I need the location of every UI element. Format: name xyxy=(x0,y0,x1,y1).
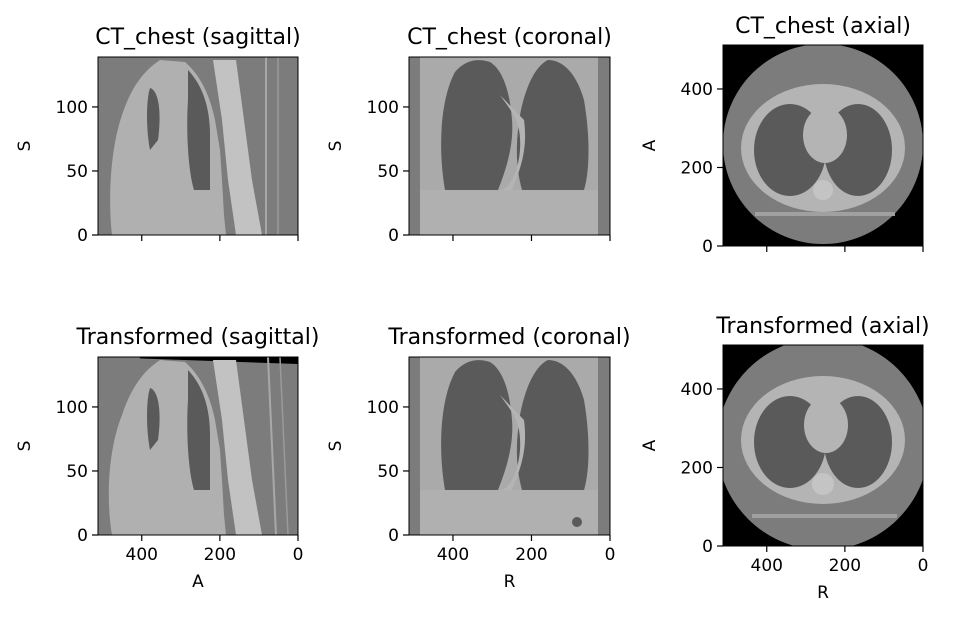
y-axis-label: S xyxy=(15,441,35,452)
x-tick-label: 200 xyxy=(515,545,547,565)
y-tick-label: 400 xyxy=(681,380,713,400)
y-axis-label: S xyxy=(326,141,346,152)
y-tick-label: 0 xyxy=(388,226,399,246)
image-transformed-coronal xyxy=(409,357,610,535)
x-tick-label: 200 xyxy=(204,545,236,565)
y-tick-label: 0 xyxy=(702,237,713,257)
image-ct-coronal xyxy=(409,57,610,235)
axes-layer: CT_chest (sagittal) 0 50 100 S CT_chest (coro… xyxy=(15,14,930,603)
panel-ct-coronal xyxy=(408,56,611,236)
image-ct-axial xyxy=(723,45,923,246)
panel-transformed-coronal xyxy=(408,356,611,536)
y-axis-label: S xyxy=(326,441,346,452)
y-tick-label: 50 xyxy=(66,462,88,482)
x-tick-label: 0 xyxy=(918,556,929,576)
y-tick-label: 200 xyxy=(681,458,713,478)
y-tick-label: 50 xyxy=(377,462,399,482)
panel-transformed-axial xyxy=(722,344,924,547)
panel-ct-axial xyxy=(722,44,924,247)
panel-title: CT_chest (coronal) xyxy=(407,25,612,50)
panel-title: Transformed (sagittal) xyxy=(76,325,320,350)
y-tick-label: 0 xyxy=(77,226,88,246)
y-tick-label: 0 xyxy=(77,526,88,546)
image-ct-sagittal xyxy=(98,57,298,235)
panel-ct-sagittal xyxy=(97,56,299,236)
y-tick-label: 100 xyxy=(367,98,399,118)
panel-transformed-sagittal xyxy=(97,356,299,536)
panel-title: CT_chest (axial) xyxy=(735,14,911,39)
y-tick-label: 50 xyxy=(66,162,88,182)
x-axis-label: R xyxy=(504,572,516,592)
x-tick-label: 0 xyxy=(605,545,616,565)
y-axis-label: A xyxy=(640,139,660,151)
y-tick-label: 50 xyxy=(377,162,399,182)
y-tick-label: 100 xyxy=(56,98,88,118)
x-axis-label: R xyxy=(817,583,829,603)
y-tick-label: 0 xyxy=(702,537,713,557)
x-axis-label: A xyxy=(192,572,204,592)
x-tick-label: 400 xyxy=(751,556,783,576)
y-tick-label: 400 xyxy=(681,80,713,100)
x-tick-label: 400 xyxy=(126,545,158,565)
panel-title: Transformed (coronal) xyxy=(387,325,630,350)
image-transformed-sagittal xyxy=(98,357,298,535)
y-tick-label: 0 xyxy=(388,526,399,546)
image-transformed-axial xyxy=(723,345,923,546)
y-axis-label: S xyxy=(15,141,35,152)
x-tick-label: 0 xyxy=(293,545,304,565)
x-tick-label: 200 xyxy=(829,556,861,576)
panel-title: Transformed (axial) xyxy=(715,314,929,339)
panel-title: CT_chest (sagittal) xyxy=(95,25,301,50)
y-axis-label: A xyxy=(640,439,660,451)
x-tick-label: 400 xyxy=(437,545,469,565)
y-tick-label: 200 xyxy=(681,158,713,178)
y-tick-label: 100 xyxy=(367,398,399,418)
y-tick-label: 100 xyxy=(56,398,88,418)
